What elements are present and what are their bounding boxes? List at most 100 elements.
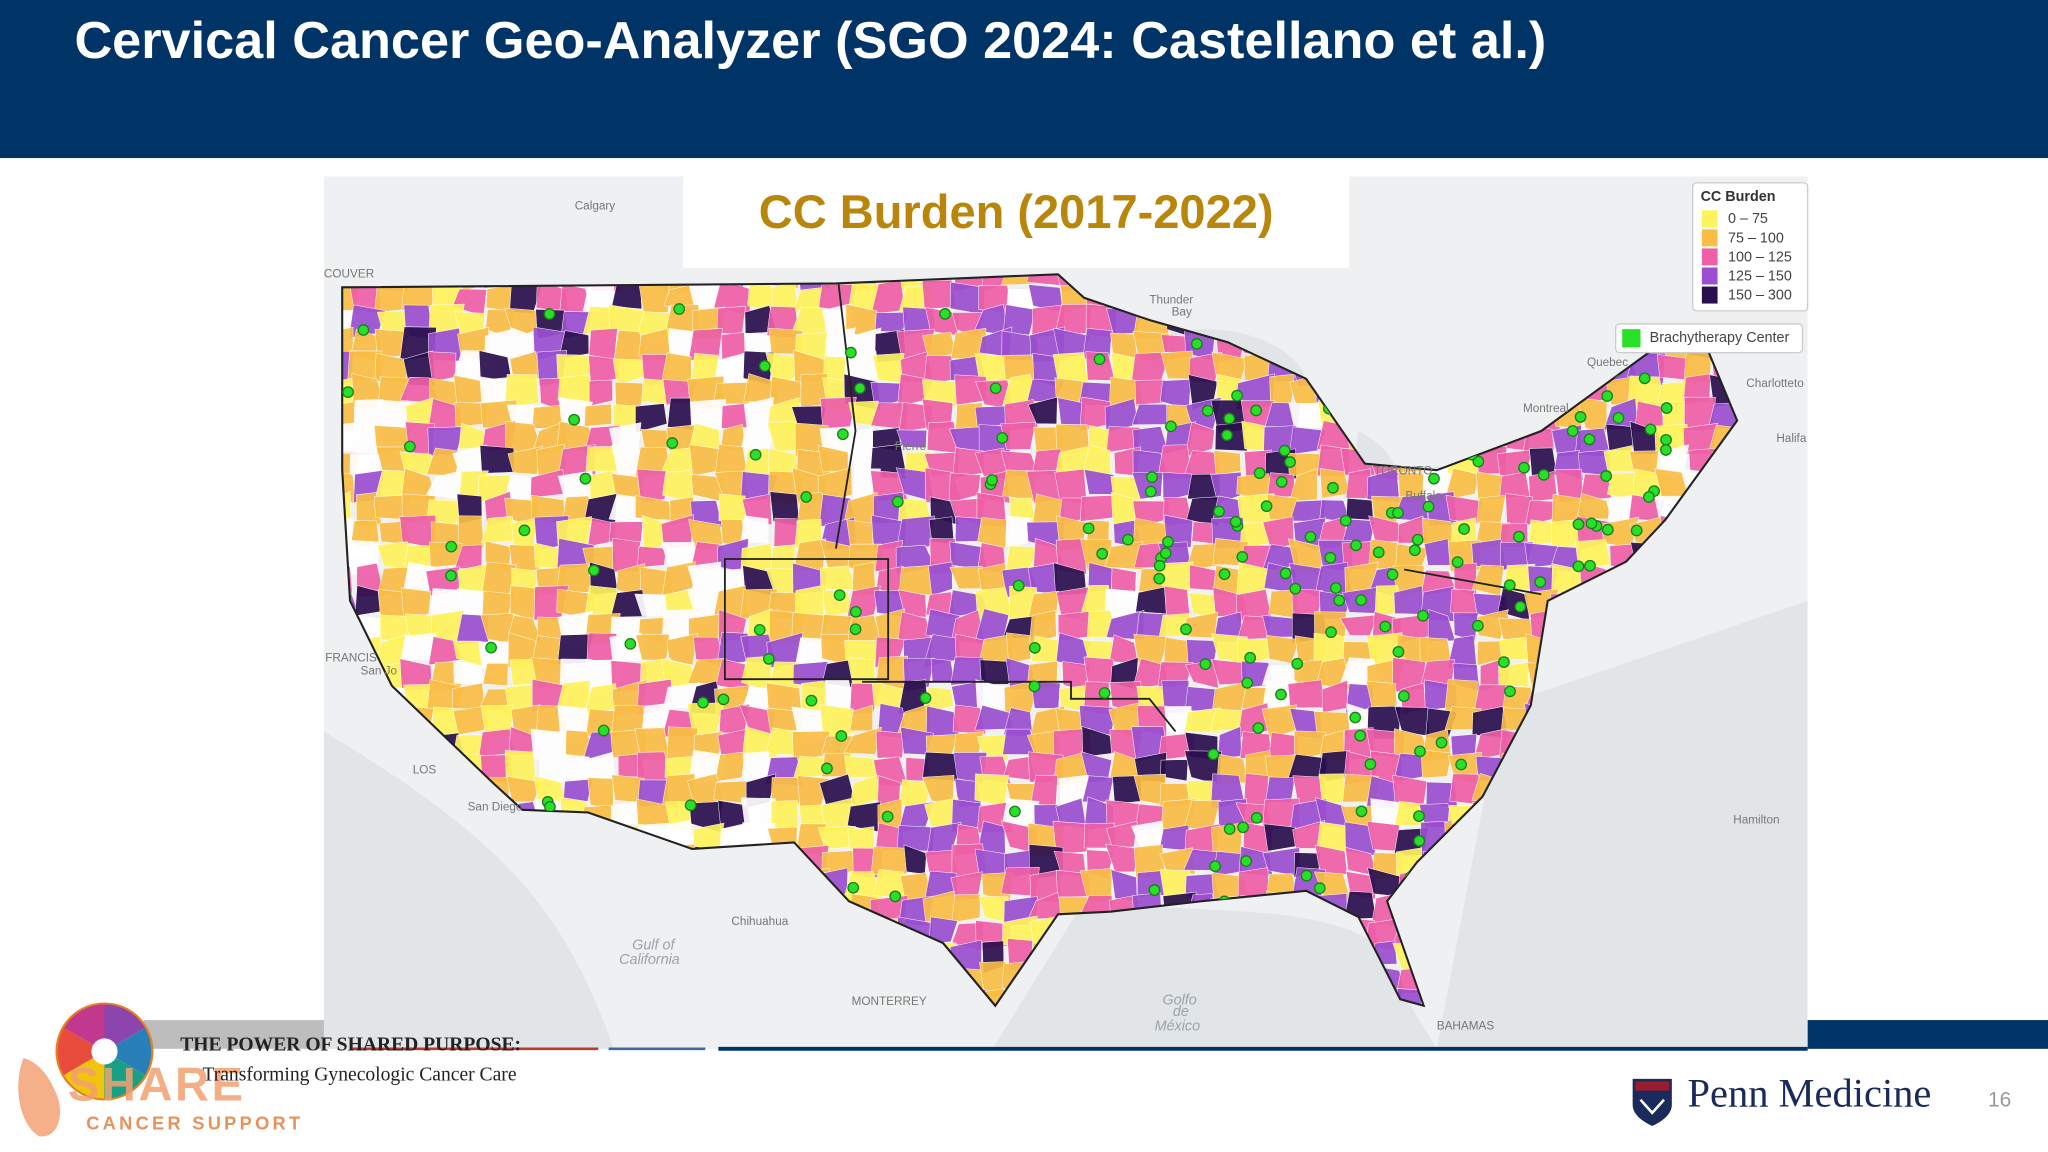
county-region bbox=[951, 893, 981, 924]
brachy-marker bbox=[1148, 884, 1161, 896]
brachy-marker bbox=[833, 589, 846, 602]
county-region bbox=[401, 587, 432, 621]
brachy-marker bbox=[1350, 539, 1362, 552]
county-region bbox=[584, 403, 612, 427]
brachy-marker bbox=[1411, 533, 1424, 546]
brachy-marker bbox=[1229, 515, 1242, 528]
footer-blue-band bbox=[1807, 1020, 2048, 1049]
brachy-marker bbox=[1413, 835, 1426, 847]
brachy-marker bbox=[1223, 412, 1236, 425]
place-label: BAHAMAS bbox=[1437, 1020, 1495, 1033]
brachy-marker bbox=[1289, 582, 1302, 595]
brachy-marker bbox=[854, 382, 866, 395]
brachy-marker bbox=[1236, 551, 1249, 563]
slide-title: Cervical Cancer Geo-Analyzer (SGO 2024: … bbox=[74, 12, 1546, 70]
legend-swatch bbox=[1701, 229, 1718, 247]
legend: CC Burden Brachytherapy Center 0 – 75 75 … bbox=[1615, 182, 1809, 354]
brachy-marker bbox=[1451, 556, 1464, 568]
brachy-marker bbox=[1518, 461, 1530, 474]
brachy-marker bbox=[1253, 467, 1266, 479]
brachy-marker bbox=[1313, 882, 1326, 895]
county-region bbox=[636, 545, 667, 569]
place-label: California bbox=[619, 952, 680, 968]
logo-wedge bbox=[64, 1004, 105, 1052]
brachy-marker bbox=[1028, 680, 1041, 693]
brachy-marker bbox=[1146, 471, 1158, 483]
legend-swatch bbox=[1701, 267, 1718, 285]
brachy-marker bbox=[1244, 651, 1257, 664]
brachy-marker bbox=[805, 694, 818, 707]
brachy-marker bbox=[919, 692, 932, 704]
brachy-marker bbox=[847, 881, 860, 894]
brachy-marker bbox=[403, 440, 416, 453]
brachy-marker bbox=[1213, 505, 1225, 518]
brachy-marker bbox=[1159, 547, 1172, 560]
brachy-marker bbox=[1572, 560, 1585, 573]
county-region bbox=[1420, 749, 1452, 779]
brachy-marker bbox=[849, 605, 862, 618]
brachy-marker bbox=[1630, 524, 1643, 537]
brachy-marker bbox=[543, 308, 556, 320]
county-region bbox=[930, 658, 955, 683]
county-region bbox=[661, 561, 696, 598]
place-label: Thunder bbox=[1149, 294, 1193, 307]
brachy-marker bbox=[1279, 567, 1292, 580]
county-region bbox=[770, 800, 799, 831]
legend-label: 0 – 75 bbox=[1728, 211, 1768, 227]
county-region bbox=[1475, 471, 1503, 500]
brachy-marker bbox=[717, 693, 730, 706]
county-region bbox=[1269, 373, 1295, 408]
brachy-marker bbox=[1455, 758, 1468, 771]
brachy-marker bbox=[1278, 444, 1291, 457]
brachy-marker bbox=[1284, 456, 1296, 468]
place-label: de bbox=[1173, 1004, 1189, 1020]
brachy-marker bbox=[1583, 433, 1596, 446]
footer-gray-band bbox=[143, 1020, 324, 1049]
brachy-marker bbox=[1093, 353, 1106, 366]
brachy-marker bbox=[1414, 745, 1426, 758]
county-region bbox=[1105, 843, 1138, 873]
legend-title: CC Burden bbox=[1701, 189, 1776, 205]
place-label: San Diego bbox=[468, 800, 523, 813]
county-region bbox=[955, 516, 982, 542]
brachy-marker bbox=[1422, 500, 1435, 513]
county-region bbox=[504, 374, 540, 408]
county-region bbox=[898, 589, 927, 618]
brachy-marker bbox=[1339, 514, 1352, 527]
county-region bbox=[817, 826, 856, 850]
county-region bbox=[819, 704, 856, 740]
brachy-marker bbox=[837, 428, 849, 441]
legend-swatch bbox=[1701, 248, 1718, 266]
county-region bbox=[636, 468, 667, 505]
brachy-marker bbox=[1260, 500, 1273, 513]
county-region bbox=[1213, 450, 1242, 476]
county-region bbox=[1210, 471, 1242, 504]
legend-swatch bbox=[1701, 286, 1718, 304]
county-region bbox=[635, 633, 670, 661]
marker-legend-box bbox=[1615, 323, 1804, 354]
gulf bbox=[992, 901, 1437, 1049]
logo-wedge bbox=[104, 1004, 145, 1052]
brachy-marker bbox=[1199, 658, 1212, 670]
county-region bbox=[714, 751, 746, 782]
brachy-marker bbox=[1327, 481, 1339, 494]
county-region bbox=[666, 633, 698, 666]
brachy-marker bbox=[1660, 402, 1673, 414]
brachy-marker bbox=[1223, 823, 1236, 835]
county-region bbox=[482, 662, 509, 687]
brachy-marker bbox=[1354, 729, 1367, 742]
brachy-marker bbox=[1585, 517, 1598, 530]
brachy-marker bbox=[996, 432, 1009, 444]
brachy-marker bbox=[485, 641, 497, 654]
brachy-marker bbox=[445, 569, 457, 582]
brachy-marker bbox=[1435, 736, 1448, 749]
county-region bbox=[608, 521, 644, 543]
county-region bbox=[1262, 614, 1296, 638]
brachy-marker bbox=[568, 413, 581, 426]
county-region bbox=[1288, 426, 1326, 456]
county-region bbox=[588, 379, 613, 407]
brachy-marker bbox=[844, 346, 857, 359]
county-region bbox=[870, 846, 908, 876]
